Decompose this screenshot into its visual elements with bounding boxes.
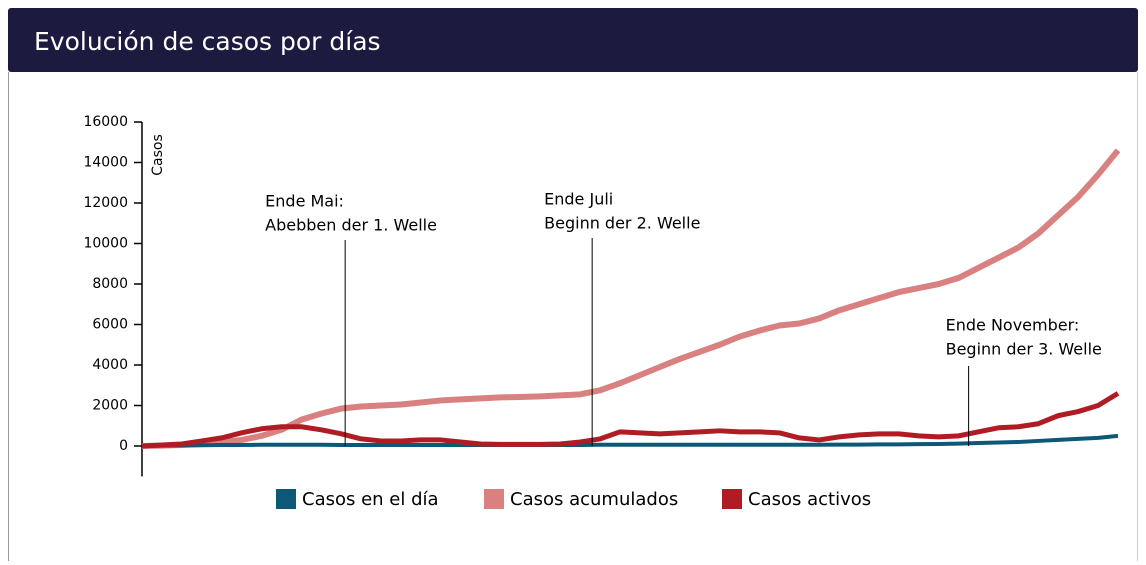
legend-swatch [484, 489, 504, 509]
y-tick-label: 2000 [92, 398, 128, 414]
y-tick-label: 4000 [92, 357, 128, 373]
series-line [141, 148, 1121, 449]
annotation-text: Ende Mai: [265, 192, 344, 211]
series-line [141, 433, 1119, 448]
y-tick-label: 16000 [83, 114, 128, 130]
y-tick-label: 12000 [83, 195, 128, 211]
annotation-text: Abebben der 1. Welle [265, 216, 437, 235]
legend-swatch [722, 489, 742, 509]
annotation-text: Ende Juli [544, 190, 613, 209]
legend-label: Casos acumulados [510, 489, 678, 510]
annotation-text: Beginn der 3. Welle [946, 340, 1102, 359]
y-tick-label: 0 [119, 438, 128, 454]
annotation-text: Beginn der 2. Welle [544, 214, 700, 233]
legend-swatch [276, 489, 296, 509]
annotation-text: Ende November: [946, 316, 1080, 335]
y-tick-label: 8000 [92, 276, 128, 292]
y-axis-label: Casos [150, 134, 166, 176]
y-tick-label: 14000 [83, 155, 128, 171]
y-tick-label: 6000 [92, 317, 128, 333]
chart-title: Evolución de casos por días [34, 27, 381, 56]
legend-label: Casos activos [748, 489, 871, 510]
header-bar [8, 8, 1138, 72]
legend-label: Casos en el día [302, 489, 439, 510]
series-line [141, 391, 1120, 449]
y-tick-label: 10000 [83, 236, 128, 252]
